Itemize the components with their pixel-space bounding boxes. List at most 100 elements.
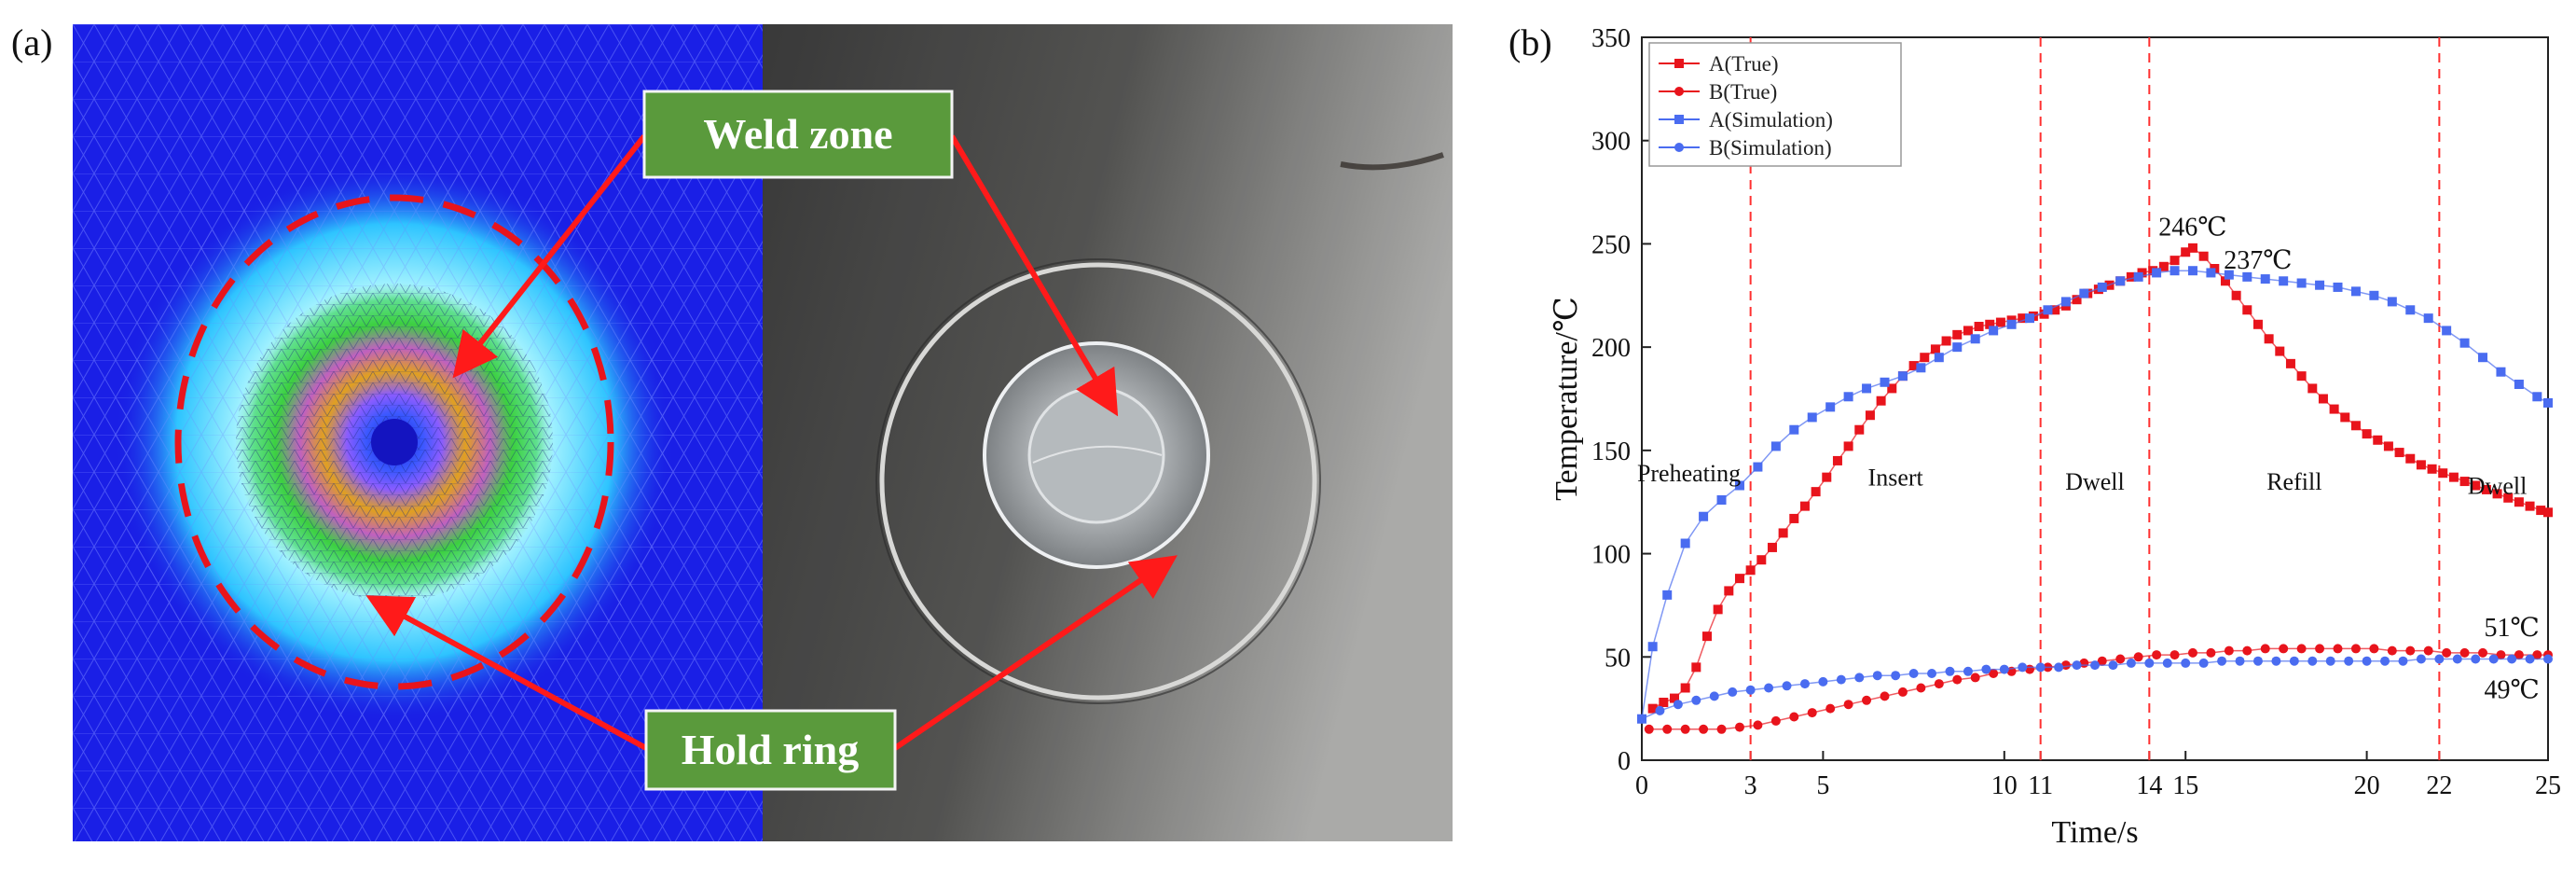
data-point	[2018, 313, 2028, 324]
legend-label: B(Simulation)	[1709, 136, 1832, 160]
data-point	[1770, 441, 1781, 451]
weld-zone-callout: Weld zone	[642, 90, 954, 179]
data-point	[2373, 435, 2383, 445]
data-point	[2350, 644, 2361, 654]
legend-label: B(True)	[1709, 80, 1777, 104]
data-point	[1981, 664, 1991, 674]
data-point	[2170, 266, 2180, 276]
data-point	[2543, 397, 2553, 408]
data-point	[2452, 654, 2462, 664]
legend: A(True) B(True) A(Simulation) B(Simulation)	[1648, 42, 1902, 167]
panel-a-figure: Weld zone Hold ring	[73, 24, 1453, 841]
data-point	[2459, 647, 2470, 658]
data-point	[2507, 654, 2517, 664]
data-point	[1745, 685, 1756, 695]
data-point	[2097, 656, 2107, 666]
data-point	[2416, 460, 2426, 470]
data-point	[2206, 647, 2216, 658]
stage-label: Dwell	[2468, 472, 2528, 499]
data-point	[1701, 631, 1712, 642]
data-point	[2438, 468, 2448, 479]
data-point	[2060, 660, 2071, 671]
data-point	[1843, 700, 1853, 710]
data-point	[2362, 429, 2372, 439]
data-point	[2492, 489, 2502, 499]
data-point	[2307, 383, 2318, 394]
data-point	[1709, 691, 1719, 701]
data-point	[2478, 353, 2488, 363]
data-point	[2387, 297, 2397, 307]
data-point	[2405, 453, 2416, 464]
data-point	[1789, 513, 1799, 523]
data-point	[2224, 270, 2234, 280]
data-point	[1930, 344, 1940, 354]
data-point	[1952, 342, 1963, 353]
data-point	[2536, 506, 2546, 516]
data-point	[2133, 271, 2143, 282]
data-point	[2144, 658, 2155, 668]
panel-b-label: (b)	[1508, 21, 1552, 63]
data-point	[1989, 669, 1999, 678]
data-point	[2398, 656, 2408, 666]
data-point	[1963, 666, 1973, 676]
data-point	[1811, 487, 1821, 497]
y-tick-label: 300	[1591, 128, 1631, 157]
data-point	[1916, 363, 1926, 373]
data-point	[2329, 404, 2339, 414]
data-point	[2296, 644, 2307, 654]
x-tick-label: 0	[1635, 771, 1648, 800]
legend-item: A(Simulation)	[1659, 108, 1833, 132]
data-point	[2279, 276, 2289, 286]
data-point	[2035, 662, 2046, 673]
y-tick-label: 100	[1591, 541, 1631, 570]
data-point	[1647, 642, 1658, 652]
data-point	[2448, 472, 2459, 482]
legend-marker	[1674, 59, 1684, 68]
data-point	[2264, 334, 2274, 344]
data-point	[2217, 656, 2227, 666]
data-point	[1764, 683, 1774, 693]
data-point	[1880, 691, 1890, 701]
data-point	[1825, 703, 1836, 714]
data-point	[1920, 353, 1930, 363]
data-point	[2170, 650, 2180, 660]
data-point	[2333, 282, 2343, 292]
data-point	[2289, 656, 2299, 666]
data-point	[2224, 645, 2234, 656]
data-point	[2307, 656, 2318, 666]
data-point	[1745, 565, 1756, 576]
data-point	[1818, 676, 1828, 687]
data-point	[2242, 645, 2252, 656]
data-point	[2133, 652, 2143, 662]
data-point	[1716, 724, 1727, 734]
data-point	[1691, 662, 1701, 673]
data-point	[2350, 286, 2361, 297]
data-point	[1680, 724, 1690, 734]
data-point	[1647, 703, 1658, 714]
data-point	[2514, 380, 2524, 389]
data-point	[1908, 669, 1919, 678]
data-point	[2279, 644, 2289, 654]
x-tick-label: 22	[2426, 771, 2452, 800]
data-point	[2333, 644, 2343, 654]
legend-marker	[1674, 115, 1684, 124]
data-point	[2260, 644, 2270, 654]
data-point	[2380, 656, 2390, 666]
data-point	[2514, 497, 2524, 507]
data-point	[2423, 313, 2433, 324]
data-point	[1655, 705, 1665, 715]
y-tick-label: 150	[1591, 437, 1631, 466]
data-point	[1963, 326, 1973, 336]
x-tick-label: 15	[2172, 771, 2198, 800]
x-axis-title: Time/s	[2051, 815, 2138, 850]
data-point	[1782, 681, 1792, 691]
data-point	[2525, 654, 2535, 664]
data-point	[2369, 290, 2379, 300]
series-a-true	[1647, 243, 2553, 714]
data-point	[2525, 501, 2535, 511]
data-point	[1897, 687, 1908, 697]
stage-label: Refill	[2266, 468, 2321, 495]
data-point	[2126, 658, 2136, 668]
data-point	[2459, 338, 2470, 348]
data-point	[2543, 654, 2553, 664]
